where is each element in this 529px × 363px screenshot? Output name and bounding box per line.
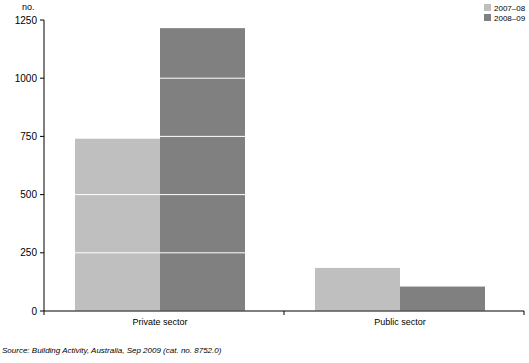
x-tick [44,311,45,315]
legend-label: 2008–09 [494,14,526,23]
bar [315,268,400,311]
grid-line [44,78,524,79]
y-tick [40,78,44,79]
y-tick [40,252,44,253]
grid-line [44,20,524,21]
y-tick-label: 1250 [15,15,38,26]
x-tick [284,311,285,315]
bar [160,28,245,311]
y-tick [40,136,44,137]
bar [75,139,160,311]
legend-swatch [484,14,491,21]
grid-line [44,194,524,195]
y-tick-label: 1000 [15,73,38,84]
y-axis-label: no. [22,2,35,12]
y-tick-label: 250 [20,247,37,258]
y-tick [40,194,44,195]
y-tick [40,20,44,21]
x-tick-label: Private sector [132,317,187,327]
y-axis [44,20,45,311]
x-tick-label: Public sector [374,317,426,327]
legend-swatch [484,4,491,11]
grid-line [44,136,524,137]
grid-line [44,252,524,253]
y-tick-label: 750 [20,131,37,142]
y-tick-label: 500 [20,189,37,200]
y-tick-label: 0 [31,306,37,317]
x-tick [524,311,525,315]
chart: 0 250 500 750 1000 1250 Private sector Public s… [0,0,529,363]
legend-label: 2007–08 [494,4,526,13]
y-tick [40,311,44,312]
bars [75,28,485,311]
bar [400,287,485,311]
source-note: Source: Building Activity, Australia, Se… [2,346,222,355]
